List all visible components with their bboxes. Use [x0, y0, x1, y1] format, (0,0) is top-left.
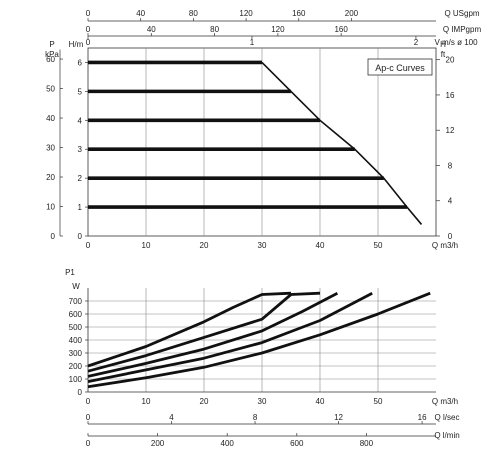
lmin-tick-label: 200: [151, 439, 165, 448]
power-tick-label: 0: [78, 388, 83, 397]
power-curve-line: [87, 291, 339, 378]
lsec-tick-label: 12: [334, 413, 343, 422]
top-x-tick-label: 30: [258, 241, 267, 250]
kpa-tick-label: 10: [46, 203, 55, 212]
head-m-axis-label: H/m: [69, 40, 84, 49]
bottom-x-tick-label: 40: [316, 397, 325, 406]
usgpm-tick-label: 40: [136, 9, 145, 18]
kpa-axis-label-p: P: [49, 40, 54, 49]
bottom-x-tick-label: 20: [200, 397, 209, 406]
head-ft-tick-label: 0: [448, 232, 453, 241]
top-x-tick-label: 20: [200, 241, 209, 250]
head-m-tick-label: 2: [78, 174, 83, 183]
bottom-x-tick-label: 0: [86, 397, 91, 406]
impgpm-tick-label: 160: [334, 25, 348, 34]
lsec-tick-label: 4: [169, 413, 174, 422]
power-tick-label: 100: [69, 375, 83, 384]
power-tick-label: 300: [69, 349, 83, 358]
impgpm-tick-label: 0: [86, 25, 91, 34]
head-m-tick-label: 1: [78, 203, 83, 212]
velocity-tick-label: 0: [86, 38, 91, 47]
head-ft-axis-label-unit: ft: [441, 50, 446, 59]
lsec-axis-label: Q l/sec: [435, 413, 460, 422]
top-x-axis-label: Q m3/h: [432, 241, 458, 250]
lmin-tick-label: 800: [360, 439, 374, 448]
head-m-tick-label: 4: [78, 116, 83, 125]
lmin-tick-label: 400: [221, 439, 235, 448]
impgpm-tick-label: 120: [271, 25, 285, 34]
velocity-axis-label: V m/s ø 100: [434, 38, 478, 47]
top-x-tick-label: 50: [374, 241, 383, 250]
impgpm-axis-label: Q IMPgpm: [443, 25, 482, 34]
power-curve-line: [87, 291, 373, 383]
power-tick-label: 700: [69, 297, 83, 306]
head-ft-tick-label: 20: [446, 56, 455, 65]
curves-title: Ap-c Curves: [375, 63, 425, 73]
kpa-tick-label: 20: [46, 173, 55, 182]
lmin-tick-label: 0: [86, 439, 91, 448]
power-curve-line: [87, 291, 292, 368]
max-envelope-curve: [261, 61, 423, 225]
lsec-tick-label: 0: [86, 413, 91, 422]
bottom-x-axis-label: Q m3/h: [432, 397, 458, 406]
top-x-tick-label: 0: [86, 241, 91, 250]
power-tick-label: 600: [69, 310, 83, 319]
usgpm-tick-label: 160: [292, 9, 306, 18]
bottom-x-tick-label: 10: [142, 397, 151, 406]
kpa-tick-label: 50: [46, 85, 55, 94]
head-ft-tick-label: 16: [446, 91, 455, 100]
lmin-axis-label: Q l/min: [434, 431, 459, 440]
lmin-tick-label: 600: [290, 439, 304, 448]
head-m-tick-label: 3: [78, 145, 83, 154]
head-ft-tick-label: 8: [448, 161, 453, 170]
head-ft-tick-label: 4: [448, 197, 453, 206]
lsec-tick-label: 8: [253, 413, 258, 422]
usgpm-tick-label: 80: [189, 9, 198, 18]
usgpm-tick-label: 0: [86, 9, 91, 18]
head-m-tick-label: 5: [78, 87, 83, 96]
impgpm-tick-label: 80: [210, 25, 219, 34]
power-axis-label-unit: W: [72, 282, 80, 291]
kpa-axis-label-unit: kPa: [45, 50, 59, 59]
usgpm-tick-label: 200: [345, 9, 359, 18]
power-tick-label: 400: [69, 336, 83, 345]
head-m-tick-label: 0: [78, 232, 83, 241]
head-ft-tick-label: 12: [446, 126, 455, 135]
power-curve-line: [87, 291, 431, 389]
power-tick-label: 200: [69, 362, 83, 371]
top-x-tick-label: 10: [142, 241, 151, 250]
power-curve-line: [87, 291, 321, 373]
usgpm-axis-label: Q USgpm: [444, 9, 479, 18]
head-m-tick-label: 6: [78, 58, 83, 67]
kpa-tick-label: 60: [46, 55, 55, 64]
head-ft-axis-label-h: H: [440, 40, 446, 49]
power-tick-label: 500: [69, 323, 83, 332]
kpa-tick-label: 30: [46, 144, 55, 153]
usgpm-tick-label: 120: [239, 9, 253, 18]
kpa-tick-label: 0: [51, 232, 56, 241]
curves-title-box: [367, 58, 433, 76]
velocity-tick-label: 1: [250, 38, 255, 47]
power-axis-label-p1: P1: [65, 268, 75, 277]
top-x-tick-label: 40: [316, 241, 325, 250]
kpa-tick-label: 40: [46, 114, 55, 123]
lsec-tick-label: 16: [418, 413, 427, 422]
bottom-x-tick-label: 50: [374, 397, 383, 406]
bottom-x-tick-label: 30: [258, 397, 267, 406]
velocity-tick-label: 2: [414, 38, 419, 47]
impgpm-tick-label: 40: [147, 25, 156, 34]
